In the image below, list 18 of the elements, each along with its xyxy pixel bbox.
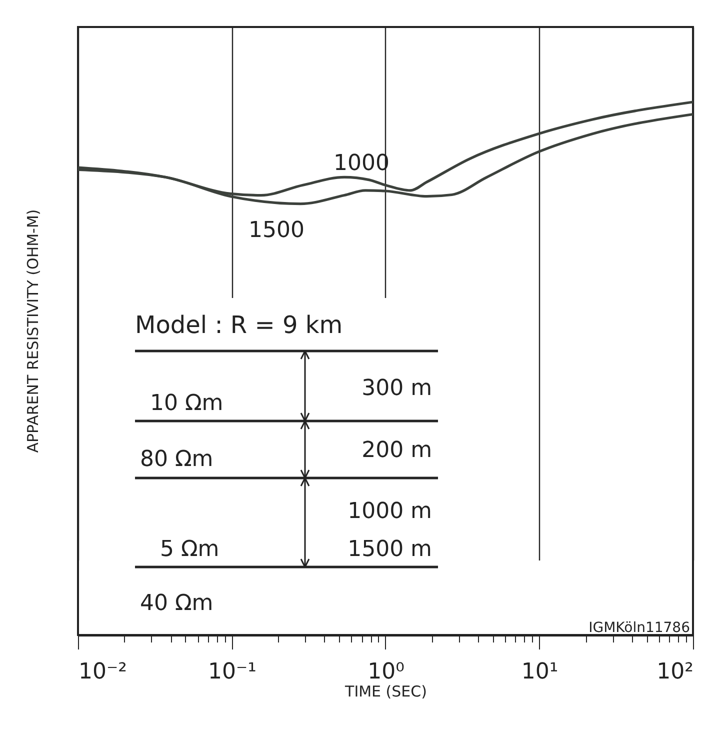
x-axis-title: TIME (SEC): [344, 682, 427, 700]
annotation: 10 Ωm: [150, 391, 224, 416]
x-tick-label: 10⁻¹: [208, 660, 256, 684]
annotation: Model : R = 9 km: [135, 311, 343, 339]
annotation: 300 m: [362, 376, 432, 401]
annotation: 5 Ωm: [160, 537, 220, 562]
series-label: 1500: [248, 218, 304, 243]
annotation: 40 Ωm: [140, 591, 214, 616]
annotation: 80 Ωm: [140, 447, 214, 472]
annotation: 1000 m: [348, 499, 432, 524]
x-tick-label: 10²: [656, 660, 694, 684]
annotation: IGMKöln11786: [588, 620, 690, 636]
x-tick-label: 10⁻²: [78, 660, 127, 684]
annotation: 200 m: [362, 438, 432, 463]
x-tick-label: 10¹: [521, 660, 558, 684]
x-tick-label: 10⁰: [368, 660, 405, 684]
y-axis-title: APPARENT RESISTIVITY (OHM-M): [24, 209, 42, 453]
annotation: 1500 m: [348, 537, 432, 562]
